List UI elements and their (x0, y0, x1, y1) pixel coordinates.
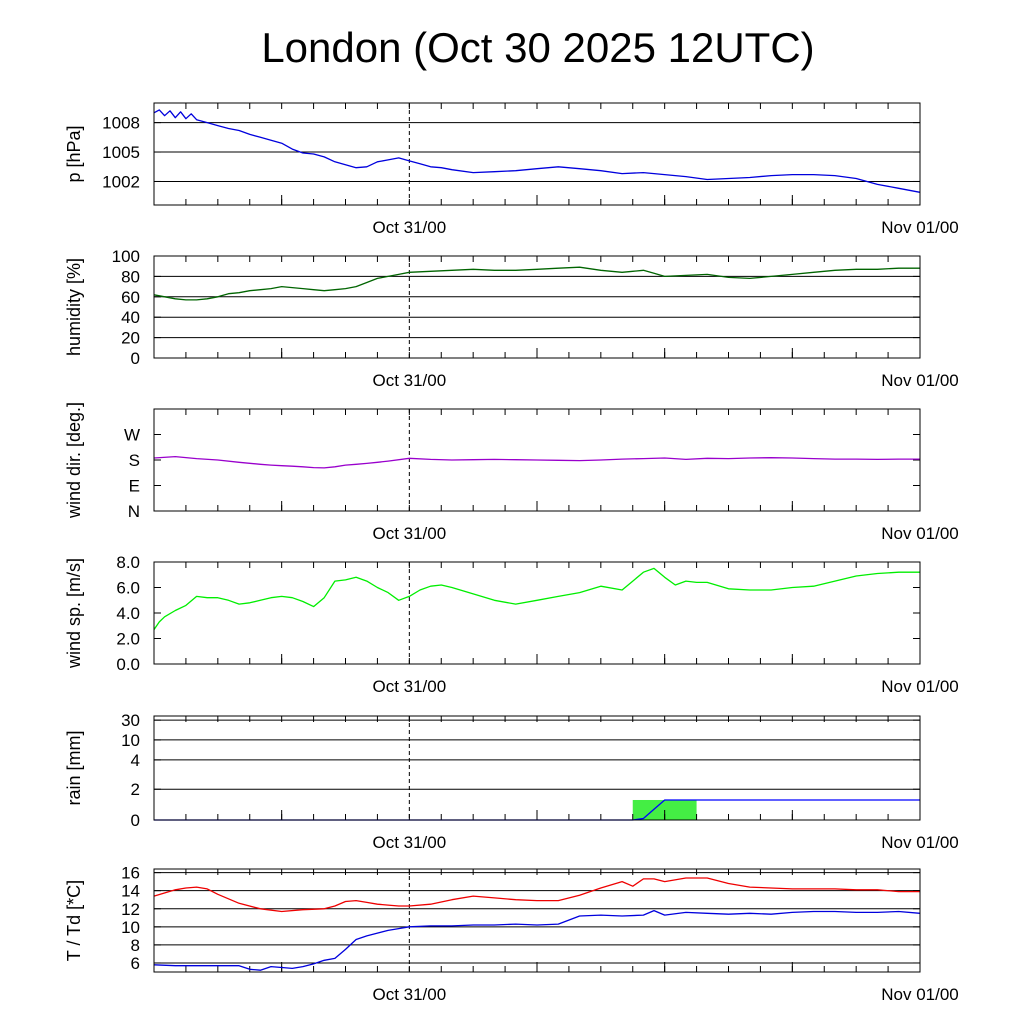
y-tick-label: S (129, 451, 140, 470)
y-tick-label: 4.0 (116, 604, 140, 623)
x-tick-label: Nov 01/00 (881, 833, 959, 852)
y-axis-label: rain [mm] (64, 730, 84, 805)
y-tick-label: N (128, 502, 140, 521)
series-line-1 (153, 109, 921, 193)
y-tick-label: 60 (121, 288, 140, 307)
precip-bar-1 (632, 799, 697, 820)
x-tick-label: Nov 01/00 (881, 677, 959, 696)
y-tick-label: 80 (121, 267, 140, 286)
x-tick-label: Nov 01/00 (881, 218, 959, 237)
panel-frame (153, 561, 921, 665)
chart-title: London (Oct 30 2025 12UTC) (261, 24, 815, 71)
series-line-2 (153, 909, 921, 971)
y-tick-label: 0.0 (116, 655, 140, 674)
series-line-1 (153, 455, 920, 469)
y-tick-label: 1005 (102, 143, 140, 162)
y-tick-label: 2 (131, 780, 140, 799)
y-tick-label: 30 (121, 711, 140, 730)
y-tick-label: 12 (121, 900, 140, 919)
panel-frame (153, 255, 921, 359)
x-tick-label: Oct 31/00 (372, 371, 446, 390)
y-axis-label: wind dir. [deg.] (64, 402, 84, 519)
x-tick-label: Oct 31/00 (372, 677, 446, 696)
x-tick-label: Oct 31/00 (372, 218, 446, 237)
x-tick-label: Oct 31/00 (372, 833, 446, 852)
y-tick-label: 8.0 (116, 553, 140, 572)
y-axis-label: p [hPa] (64, 125, 84, 182)
x-tick-label: Nov 01/00 (881, 985, 959, 1004)
panel-frame (153, 868, 921, 973)
y-axis-label: humidity [%] (64, 258, 84, 356)
y-tick-label: 100 (112, 247, 140, 266)
panel-frame (153, 408, 921, 512)
panel-frame (153, 715, 921, 821)
y-tick-label: 1002 (102, 172, 140, 191)
y-tick-label: 6.0 (116, 579, 140, 598)
y-tick-label: 8 (131, 936, 140, 955)
x-tick-label: Nov 01/00 (881, 524, 959, 543)
x-tick-label: Nov 01/00 (881, 371, 959, 390)
panel-4: 0.0 2.0 4.0 6.0 8.0 wind sp. [m/s] Oct 31/00 No… (64, 553, 959, 696)
y-tick-label: 16 (121, 864, 140, 883)
y-tick-label: 10 (121, 918, 140, 937)
y-tick-label: 1008 (102, 114, 140, 133)
y-tick-label: 14 (121, 882, 140, 901)
y-tick-label: 4 (131, 751, 140, 770)
y-tick-label: 2.0 (116, 630, 140, 649)
panel-frame (153, 102, 921, 206)
y-tick-label: 20 (121, 329, 140, 348)
y-tick-label: E (129, 477, 140, 496)
y-tick-label: W (124, 426, 140, 445)
x-tick-label: Oct 31/00 (372, 524, 446, 543)
y-tick-label: 40 (121, 308, 140, 327)
series-line-1 (153, 877, 920, 913)
y-tick-label: 6 (131, 954, 140, 973)
series-line-1 (153, 266, 920, 301)
y-tick-label: 10 (121, 731, 140, 750)
y-axis-label: wind sp. [m/s] (64, 558, 84, 669)
y-axis-label: T / Td [*C] (64, 880, 84, 961)
y-tick-label: 0 (131, 349, 140, 368)
series-line-1 (153, 567, 920, 630)
panel-1: 1008 1005 1002 p [hPa] Oct 31/00 Nov 01/00 (64, 102, 959, 237)
x-tick-label: Oct 31/00 (372, 985, 446, 1004)
y-tick-label: 0 (131, 811, 140, 830)
